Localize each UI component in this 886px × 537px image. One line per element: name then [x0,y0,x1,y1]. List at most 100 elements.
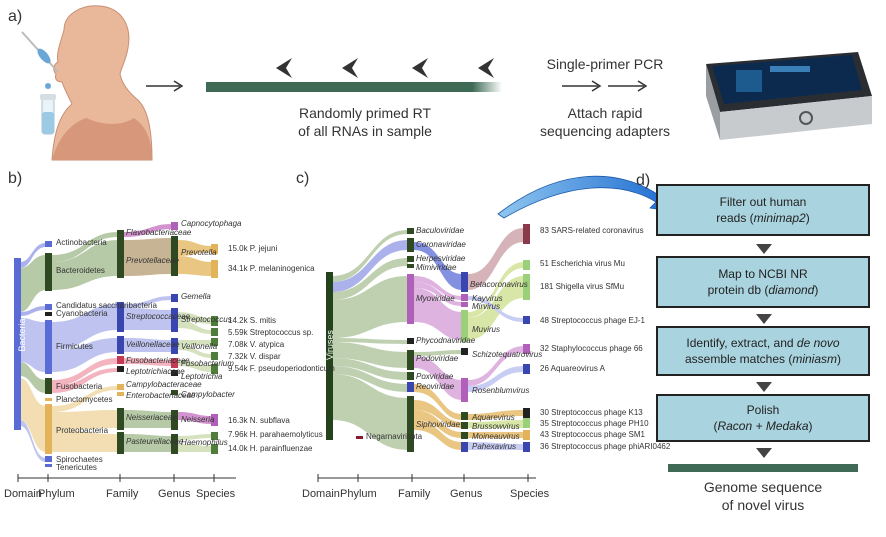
pcr-caption-line2: sequencing adapters [540,123,670,139]
family-label: Coronaviridae [416,240,466,249]
axis-domain-label: Domain [302,488,340,500]
species-label: 36 Streptococcus phage phiARI0462 [540,442,671,451]
phylum-label: Planctomycetes [56,395,113,404]
panel-b-axis [17,474,236,482]
species-label: 7.96k H. parahaemolyticus [228,430,323,439]
bacteria-root-label: Bacteria [17,318,27,352]
step-text: ) [805,211,810,225]
family-label: Mimiviridae [416,263,457,272]
phylum-label: Negarnaviricota [366,432,423,441]
virus-nodes [326,224,530,452]
genus-label: Veillonella [181,342,218,351]
genus-label: Betacoronavirus [470,280,528,289]
family-label: Myoviridae [416,294,455,303]
panel-a-graphics [21,5,872,161]
step-text: Polish [746,403,780,417]
family-label: Veillonellaceae [126,340,180,349]
axis-genus-label: Genus [450,488,483,500]
step-text: reads ( [716,211,754,225]
phylum-label: Proteobacteria [56,426,109,435]
tool-name: Racon + Medaka [717,419,809,433]
family-label: Leptotrichiaceae [126,367,185,376]
pipeline-chevrons [756,244,772,458]
family-label: Fusobacteriaceae [126,356,190,365]
species-label: 14.0k H. parainfluenzae [228,444,313,453]
genus-label: Mirvirus [472,302,500,311]
species-label: 14.2k S. mitis [228,316,277,325]
family-label: Flavobacteriaceae [126,228,192,237]
family-label: Poxviridae [416,372,454,381]
axis-phylum-label: Phylum [38,488,75,500]
genus-label: Streptococcus [181,315,232,324]
phylum-label: Firmicutes [56,342,93,351]
step-text: assemble matches ( [684,352,793,366]
axis-species-label: Species [196,488,236,500]
rt-caption-line2: of all RNAs in sample [298,123,432,139]
step-text: ) [808,419,813,433]
species-label: 15.0k P. jejuni [228,244,278,253]
bacteria-flows [20,224,212,462]
species-label: 7.08k V. atypica [228,340,285,349]
rt-caption-line1: Randomly primed RT [298,105,431,121]
species-label: 9.54k F. pseudoperiodonticum [228,364,335,373]
family-label: Baculoviridae [416,226,465,235]
species-label: 35 Streptococcus phage PH10 [540,419,649,428]
genus-label: Leptotrichia [181,372,223,381]
pcr-caption: Attach rapid sequencing adapters [530,104,680,140]
family-label: Prevotellaceae [126,256,179,265]
family-label: Siphoviridae [416,420,461,429]
genus-label: Prevotella [181,248,217,257]
species-label: 48 Streptococcus phage EJ-1 [540,316,645,325]
genome-caption-line2: of novel virus [721,497,805,513]
species-label: 5.59k Streptococcus sp. [228,328,314,337]
family-label: Podoviridae [416,354,459,363]
phylum-label: Spirochaetes [56,455,103,464]
species-label: 83 SARS-related coronavirus [540,226,644,235]
species-label: 32 Staphylococcus phage 66 [540,344,643,353]
species-label: 43 Streptococcus phage SM1 [540,430,645,439]
axis-phylum-label: Phylum [340,488,377,500]
phylum-label: Fusobacteria [56,382,103,391]
step-text: ) [814,283,819,297]
panel-b-letter: b) [8,170,23,187]
pcr-title: Single-primer PCR [546,56,664,72]
species-label: 7.32k V. dispar [228,352,281,361]
step-text: ) [837,352,842,366]
swab-icon [21,31,59,73]
genus-label: Muvirus [472,325,501,334]
rna-strand-bar [206,82,502,92]
family-label: Reoviridae [416,382,455,391]
panel-c-letter: c) [296,170,310,187]
species-label: 26 Aquareovirus A [540,364,605,373]
tool-name: miniasm [792,352,838,366]
species-label: 30 Streptococcus phage K13 [540,408,643,417]
viruses-root-label: Viruses [325,330,335,360]
step-text: Map to NCBI NR [718,267,808,281]
panel-c-axis [317,474,536,482]
step-map-box: Map to NCBI NR protein db (diamond) [656,256,870,308]
species-label: 16.3k N. subflava [228,416,290,425]
family-label: Campylobacteraceae [126,380,202,389]
family-label: Pasteurellaceae [126,437,184,446]
sequencer-device-icon [706,52,872,140]
genus-label: Neisseria [181,415,215,424]
phylum-label: Cyanobacteria [56,309,108,318]
genome-bar [668,464,858,472]
step-text: protein db ( [707,283,769,297]
family-label: Neisseriaceae [126,413,177,422]
tool-name: minimap2 [753,211,806,225]
phylum-label: Bacteroidetes [56,266,105,275]
bacteria-nodes [14,222,218,467]
axis-family-label: Family [106,488,139,500]
axis-family-label: Family [398,488,431,500]
patient-head-icon [51,5,153,161]
genus-label: Pahexavirus [472,442,517,451]
tool-name: diamond [768,283,815,297]
genus-label: Capnocytophaga [181,219,242,228]
sample-tube-icon [40,83,56,135]
node-viruses [326,272,333,440]
genus-label: Rosenblumvirus [472,386,530,395]
genome-caption: Genome sequence of novel virus [668,478,858,514]
step-text: Filter out human [719,195,807,209]
